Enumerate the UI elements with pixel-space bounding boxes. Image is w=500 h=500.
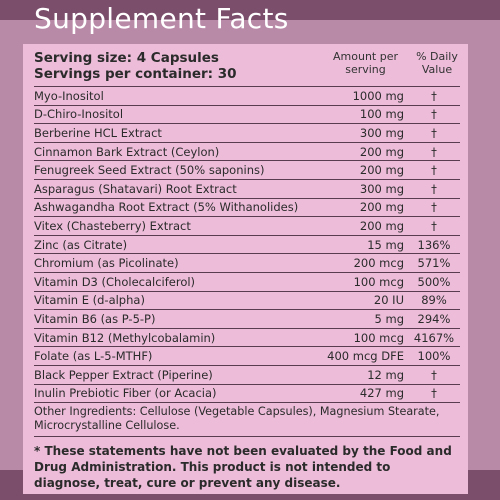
ingredient-row: Vitamin B6 (as P-5-P) 5 mg 294% (34, 310, 460, 329)
ingredient-name: Chromium (as Picolinate) (34, 256, 179, 271)
ingredient-name: Vitamin E (d-alpha) (34, 293, 145, 308)
ingredient-amount: 427 mg (359, 386, 404, 401)
ingredient-name: Vitamin B12 (Methylcobalamin) (34, 330, 216, 345)
ingredient-amount: 1000 mg (352, 88, 404, 103)
ingredient-daily-value: † (431, 200, 437, 215)
ingredient-row: Cinnamon Bark Extract (Ceylon) 200 mg † (34, 143, 460, 162)
ingredient-daily-value: 89% (421, 293, 447, 308)
supplement-facts-panel: Serving size: 4 Capsules Servings per co… (23, 44, 468, 494)
ingredient-daily-value: † (431, 218, 437, 233)
ingredient-amount: 200 mg (359, 144, 404, 159)
ingredient-amount: 100 mg (359, 107, 404, 122)
ingredient-name: Vitamin B6 (as P-5-P) (34, 311, 156, 326)
background-top (0, 0, 500, 20)
daily-value-column-header: % Daily Value (416, 50, 458, 76)
ingredient-amount: 12 mg (367, 367, 404, 382)
other-ingredients: Other Ingredients: Cellulose (Vegetable … (34, 403, 460, 438)
ingredient-row: Vitamin B12 (Methylcobalamin) 100 mcg 4167… (34, 329, 460, 348)
ingredient-daily-value: † (431, 181, 437, 196)
ingredient-row: Fenugreek Seed Extract (50% saponins) 200… (34, 161, 460, 180)
ingredient-name: Inulin Prebiotic Fiber (or Acacia) (34, 386, 217, 401)
ingredient-amount: 200 mg (359, 163, 404, 178)
ingredient-daily-value: † (431, 367, 437, 382)
serving-size: Serving size: 4 Capsules (34, 50, 219, 66)
ingredient-row: Black Pepper Extract (Piperine) 12 mg † (34, 366, 460, 385)
ingredient-amount: 200 mg (359, 218, 404, 233)
ingredient-daily-value: 571% (417, 256, 451, 271)
ingredient-row: Vitamin D3 (Cholecalciferol) 100 mcg 500% (34, 273, 460, 292)
ingredient-name: Fenugreek Seed Extract (50% saponins) (34, 163, 265, 178)
ingredient-amount: 200 mcg (353, 256, 404, 271)
ingredient-row: Vitamin E (d-alpha) 20 IU 89% (34, 292, 460, 311)
fda-disclaimer: * These statements have not been evaluat… (34, 444, 452, 491)
ingredient-rows: Myo-Inositol 1000 mg † D-Chiro-Inositol 100 … (34, 87, 460, 404)
ingredient-name: Asparagus (Shatavari) Root Extract (34, 181, 237, 196)
ingredient-daily-value: † (431, 88, 437, 103)
ingredient-daily-value: † (431, 163, 437, 178)
ingredient-daily-value: 136% (417, 237, 451, 252)
ingredient-amount: 20 IU (373, 293, 404, 308)
ingredient-daily-value: † (431, 125, 437, 140)
ingredient-daily-value: † (431, 386, 437, 401)
ingredient-row: Chromium (as Picolinate) 200 mcg 571% (34, 254, 460, 273)
panel-header: Serving size: 4 Capsules Servings per co… (34, 50, 460, 86)
ingredient-name: Folate (as L-5-MTHF) (34, 349, 153, 364)
servings-per-container: Servings per container: 30 (34, 66, 237, 82)
ingredient-daily-value: 4167% (413, 330, 455, 345)
ingredient-daily-value: † (431, 144, 437, 159)
ingredient-name: Vitex (Chasteberry) Extract (34, 218, 191, 233)
ingredient-amount: 400 mcg DFE (327, 349, 404, 364)
ingredient-amount: 300 mg (359, 125, 404, 140)
ingredient-name: Myo-Inositol (34, 88, 104, 103)
ingredient-amount: 100 mcg (353, 274, 404, 289)
ingredient-row: Asparagus (Shatavari) Root Extract 300 mg… (34, 180, 460, 199)
ingredient-name: D-Chiro-Inositol (34, 107, 124, 122)
ingredient-row: Vitex (Chasteberry) Extract 200 mg † (34, 217, 460, 236)
ingredient-name: Ashwagandha Root Extract (5% Withanolide… (34, 200, 299, 215)
ingredient-name: Zinc (as Citrate) (34, 237, 128, 252)
header-rule (34, 86, 460, 87)
ingredient-name: Vitamin D3 (Cholecalciferol) (34, 274, 196, 289)
ingredient-daily-value: † (431, 107, 437, 122)
ingredient-daily-value: 100% (417, 349, 451, 364)
ingredient-name: Cinnamon Bark Extract (Ceylon) (34, 144, 220, 159)
ingredient-row: Ashwagandha Root Extract (5% Withanolide… (34, 199, 460, 218)
ingredient-amount: 100 mcg (353, 330, 404, 345)
ingredient-amount: 5 mg (374, 311, 404, 326)
ingredient-amount: 15 mg (367, 237, 404, 252)
ingredient-amount: 300 mg (359, 181, 404, 196)
ingredient-row: Myo-Inositol 1000 mg † (34, 87, 460, 106)
ingredient-amount: 200 mg (359, 200, 404, 215)
panel-title: Supplement Facts (34, 2, 289, 35)
ingredient-name: Black Pepper Extract (Piperine) (34, 367, 213, 382)
ingredient-name: Berberine HCL Extract (34, 125, 162, 140)
serving-info: Serving size: 4 Capsules Servings per co… (34, 50, 237, 86)
ingredient-row: D-Chiro-Inositol 100 mg † (34, 106, 460, 125)
amount-column-header: Amount per serving (333, 50, 398, 76)
ingredient-daily-value: 500% (417, 274, 451, 289)
ingredient-row: Zinc (as Citrate) 15 mg 136% (34, 236, 460, 255)
ingredient-daily-value: 294% (417, 311, 451, 326)
ingredient-row: Inulin Prebiotic Fiber (or Acacia) 427 mg… (34, 385, 460, 404)
ingredient-row: Berberine HCL Extract 300 mg † (34, 124, 460, 143)
column-headers: Amount per serving % Daily Value (323, 50, 460, 86)
ingredient-row: Folate (as L-5-MTHF) 400 mcg DFE 100% (34, 347, 460, 366)
